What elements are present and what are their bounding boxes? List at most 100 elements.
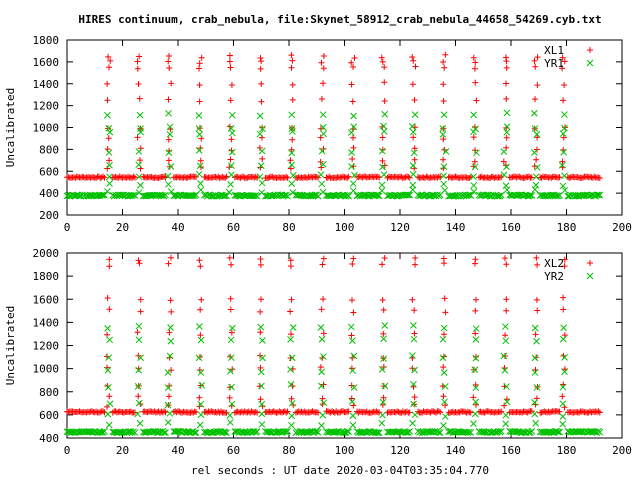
- spike-point: [378, 187, 386, 194]
- spike-point: [440, 393, 447, 400]
- data-point: [333, 174, 340, 181]
- spike-point: [165, 157, 172, 164]
- spike-point: [135, 257, 142, 264]
- spike-point: [288, 421, 295, 429]
- y-tick-label: 1200: [33, 340, 60, 353]
- spike-point: [531, 399, 538, 406]
- data-point: [340, 173, 347, 180]
- spike-point: [472, 381, 479, 388]
- data-point: [240, 173, 247, 180]
- spike-point: [289, 324, 297, 331]
- x-tick-label: 80: [282, 221, 295, 234]
- spike-point: [135, 322, 143, 330]
- data-point: [284, 174, 291, 181]
- data-point: [418, 429, 426, 437]
- spike-point: [559, 393, 566, 400]
- spike-point: [503, 296, 510, 303]
- data-point: [282, 428, 290, 436]
- spike-point: [259, 337, 266, 344]
- spike-point: [104, 295, 111, 302]
- spike-point: [561, 111, 568, 118]
- spike-point: [348, 297, 355, 304]
- spike-point: [228, 162, 235, 169]
- spike-point: [318, 335, 326, 343]
- spike-point: [256, 130, 264, 138]
- legend-marker: [586, 59, 594, 67]
- data-point: [216, 175, 223, 182]
- spike-point: [104, 187, 111, 195]
- spike-point: [412, 63, 419, 70]
- spike-point: [318, 382, 325, 390]
- spike-point: [503, 109, 511, 117]
- spike-point: [319, 411, 327, 419]
- spike-point: [106, 128, 114, 136]
- spike-point: [561, 256, 568, 263]
- data-point: [343, 427, 351, 435]
- x-axis-label: rel seconds : UT date 2020-03-04T03:35:0…: [191, 464, 489, 477]
- data-point: [556, 408, 563, 415]
- spike-point: [502, 420, 510, 428]
- spike-point: [258, 410, 266, 418]
- spike-point: [288, 146, 295, 153]
- spike-point: [410, 380, 417, 388]
- data-point: [515, 191, 523, 199]
- spike-point: [470, 111, 477, 119]
- spike-point: [349, 421, 357, 429]
- x-tick-label: 160: [501, 444, 521, 457]
- spike-point: [197, 157, 204, 164]
- data-point: [180, 191, 187, 199]
- data-point: [406, 428, 414, 435]
- data-point: [344, 174, 351, 181]
- spike-point: [165, 180, 172, 188]
- data-point: [361, 428, 369, 436]
- spike-point: [256, 144, 263, 151]
- data-point: [96, 429, 104, 436]
- data-point: [156, 191, 164, 199]
- spike-point: [410, 400, 417, 408]
- data-point: [117, 191, 125, 199]
- spike-point: [381, 79, 388, 86]
- data-point: [446, 173, 453, 180]
- data-point: [498, 408, 505, 415]
- data-point: [144, 409, 151, 416]
- spike-point: [259, 354, 266, 362]
- data-point: [591, 173, 598, 180]
- spike-point: [106, 64, 113, 71]
- spike-point: [440, 324, 448, 332]
- spike-point: [166, 65, 173, 72]
- spike-point: [197, 180, 204, 187]
- legend-label: YR2: [544, 270, 564, 283]
- spike-point: [472, 147, 479, 154]
- spike-point: [228, 129, 236, 137]
- data-point: [100, 173, 107, 180]
- spike-point: [167, 254, 174, 261]
- spike-point: [411, 96, 418, 103]
- spike-point: [411, 366, 418, 374]
- spike-point: [500, 171, 508, 179]
- data-point: [301, 408, 308, 415]
- spike-point: [381, 110, 389, 118]
- series-yr2: [63, 322, 604, 437]
- spike-point: [440, 369, 448, 376]
- spike-point: [441, 187, 449, 194]
- spike-point: [289, 189, 297, 196]
- spike-point: [349, 98, 356, 105]
- spike-point: [378, 181, 386, 189]
- spike-point: [320, 80, 327, 87]
- spike-point: [134, 410, 141, 418]
- spike-point: [106, 157, 113, 164]
- spike-point: [134, 383, 142, 390]
- data-point: [345, 428, 353, 436]
- spike-point: [196, 131, 203, 138]
- x-tick-label: 140: [446, 444, 466, 457]
- data-point: [284, 192, 291, 200]
- spike-point: [227, 306, 234, 313]
- spike-point: [106, 180, 113, 187]
- y-tick-label: 1400: [33, 78, 60, 91]
- spike-point: [379, 261, 386, 268]
- spike-point: [533, 156, 540, 163]
- data-point: [342, 409, 349, 416]
- spike-point: [559, 400, 567, 408]
- spike-point: [561, 58, 568, 65]
